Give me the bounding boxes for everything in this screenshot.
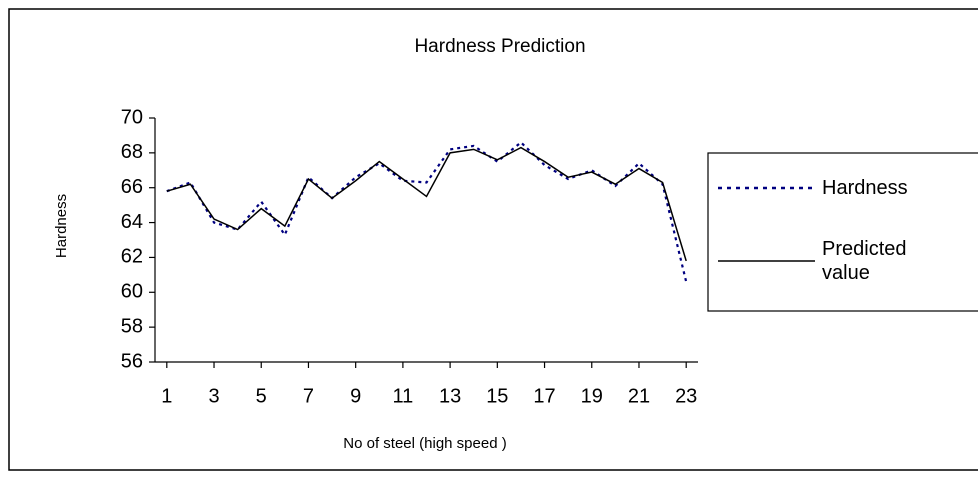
x-tick-label: 1 <box>161 385 172 407</box>
x-tick-label: 19 <box>581 385 603 407</box>
legend-label: Predicted value <box>822 238 907 284</box>
y-tick-label: 64 <box>121 211 143 233</box>
x-axis-label: No of steel (high speed ) <box>343 435 506 452</box>
y-tick-label: 56 <box>121 350 143 372</box>
y-tick-label: 58 <box>121 315 143 337</box>
x-tick-label: 3 <box>208 385 219 407</box>
y-axis-label: Hardness <box>53 194 70 258</box>
y-tick-label: 68 <box>121 141 143 163</box>
x-tick-label: 13 <box>439 385 461 407</box>
y-tick-label: 70 <box>121 106 143 128</box>
x-tick-label: 17 <box>533 385 555 407</box>
x-tick-label: 23 <box>675 385 697 407</box>
chart-title: Hardness Prediction <box>414 36 585 57</box>
x-tick-label: 9 <box>350 385 361 407</box>
x-tick-label: 5 <box>256 385 267 407</box>
legend-entry: Predicted value <box>822 238 907 284</box>
series-line <box>166 140 688 283</box>
series-line <box>166 146 687 262</box>
y-tick-label: 60 <box>121 281 143 303</box>
x-tick-label: 11 <box>393 385 414 407</box>
y-tick-label: 66 <box>121 176 143 198</box>
legend-label: Hardness <box>822 177 908 199</box>
legend-entry: Hardness <box>822 177 908 199</box>
x-tick-label: 15 <box>486 385 508 407</box>
x-tick-label: 21 <box>628 385 650 407</box>
x-tick-label: 7 <box>303 385 314 407</box>
chart-border <box>8 8 978 471</box>
y-tick-label: 62 <box>121 246 143 268</box>
legend-box <box>707 152 978 312</box>
